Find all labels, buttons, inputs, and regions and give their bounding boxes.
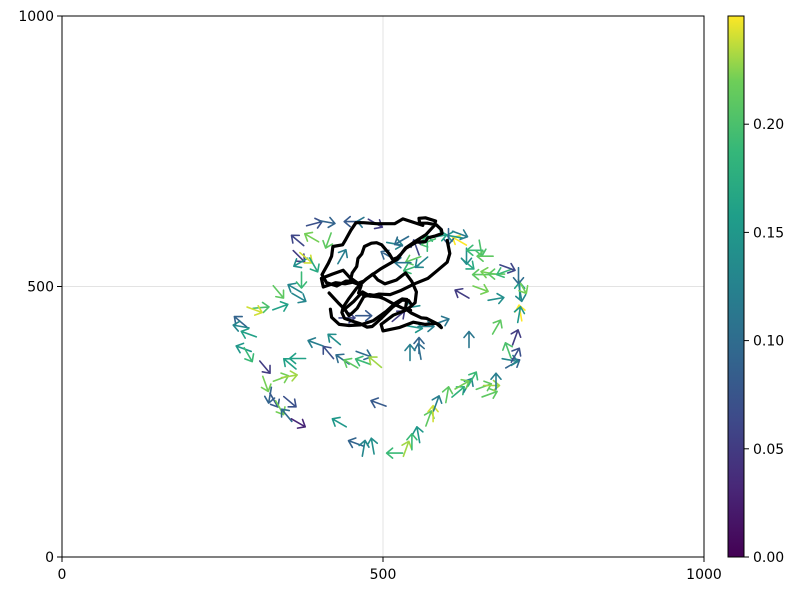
colorbar-tick-label: 0.15 [753, 225, 784, 241]
quiver-arrow [290, 417, 307, 429]
quiver-arrow [393, 235, 410, 247]
quiver-arrow [368, 356, 383, 369]
quiver-arrow [510, 347, 522, 363]
quiver-arrow [288, 352, 307, 365]
quiver-arrow [322, 345, 335, 360]
quiver-arrows [232, 215, 529, 459]
quiver-arrow [303, 231, 320, 243]
colorbar [728, 16, 744, 557]
trajectories [319, 216, 452, 333]
quiver-arrow [491, 319, 503, 335]
quiver-arrow [510, 329, 522, 346]
colorbar-tick-label: 0.10 [753, 334, 784, 350]
quiver-arrow [513, 305, 526, 324]
quiver-arrow [322, 232, 334, 249]
quiver-arrow [481, 388, 498, 400]
x-axis: 0 500 1000 [58, 557, 722, 583]
y-tick-label: 500 [27, 280, 54, 296]
quiver-arrow [280, 408, 293, 423]
quiver-arrow [282, 395, 297, 408]
colorbar-axis: 0.00 0.05 0.10 0.15 0.20 [744, 117, 784, 566]
quiver-arrow [467, 371, 479, 387]
quiver-arrow [246, 304, 263, 316]
quiver-arrow [413, 342, 425, 361]
quiver-arrow [404, 343, 416, 362]
quiver-arrow [490, 372, 502, 391]
quiver-arrow [441, 386, 454, 404]
quiver-arrow [347, 437, 365, 449]
quiver-arrow [243, 346, 255, 363]
quiver-arrow [232, 320, 250, 332]
quiver-arrow [427, 404, 439, 423]
colorbar-tick-label: 0.00 [753, 550, 784, 566]
quiver-arrow [451, 234, 468, 246]
quiver-arrow [354, 309, 373, 322]
quiver-arrow [327, 333, 342, 346]
quiver-arrow [406, 432, 418, 451]
quiver-arrow [272, 284, 285, 299]
quiver-arrow [258, 360, 271, 375]
quiver-arrow [252, 301, 270, 314]
quiver-arrow [287, 282, 303, 294]
quiver-arrow [290, 234, 305, 247]
quiver-arrow [260, 375, 272, 393]
quiver-arrow [499, 262, 516, 274]
quiver-arrow [293, 257, 309, 269]
trajectory-line [320, 216, 444, 329]
quiver-arrow [354, 355, 372, 367]
y-axis: 0 500 1000 [18, 9, 62, 566]
quiver-arrow [463, 330, 475, 349]
quiver-arrow [454, 287, 470, 299]
colorbar-frame [727, 15, 745, 558]
quiver-arrow [471, 268, 490, 281]
colorbar-tick-label: 0.20 [753, 117, 784, 133]
quiver-arrow [495, 267, 513, 279]
quiver-arrow [366, 437, 379, 455]
y-tick-label: 1000 [18, 9, 54, 25]
quiver-arrow [487, 292, 505, 305]
trajectory-line [341, 238, 452, 313]
quiver-arrow [271, 300, 289, 312]
quiver-arrow [412, 426, 424, 444]
quiver-arrow [337, 248, 349, 265]
quiver-arrow [307, 337, 324, 349]
quiver-arrow [385, 447, 404, 459]
quiver-arrow [335, 353, 350, 365]
quiver-arrow [263, 386, 276, 404]
trajectory-line [319, 268, 443, 333]
quiver-arrow [451, 229, 469, 241]
grid [62, 16, 704, 557]
quiver-arrow [318, 216, 336, 229]
quiver-arrow [240, 327, 258, 339]
quiver-arrow [370, 397, 387, 409]
quiver-arrow [235, 342, 253, 354]
quiver-arrow [414, 256, 429, 269]
x-tick-label: 500 [370, 567, 397, 583]
quiver-arrow [465, 244, 484, 257]
quiver-arrow [502, 341, 514, 359]
quiver-arrow [454, 378, 470, 390]
quiver-arrow [515, 284, 527, 303]
quiver-arrow [331, 416, 348, 428]
x-tick-label: 1000 [686, 567, 722, 583]
quiver-arrow [401, 440, 413, 458]
colorbar-tick-label: 0.05 [753, 442, 784, 458]
quiver-arrow [291, 292, 307, 304]
quiver-arrow [472, 283, 489, 295]
quiver-arrow [269, 392, 281, 408]
quiver-arrow [512, 266, 525, 285]
quiver-arrow [343, 357, 359, 369]
quiver-arrow [295, 271, 308, 289]
quiver-arrow [280, 370, 298, 382]
quiver-arrow [476, 250, 494, 263]
quiver-arrow [431, 395, 443, 412]
quiver-arrow [308, 257, 320, 273]
x-tick-label: 0 [58, 567, 67, 583]
y-tick-label: 0 [45, 550, 54, 566]
